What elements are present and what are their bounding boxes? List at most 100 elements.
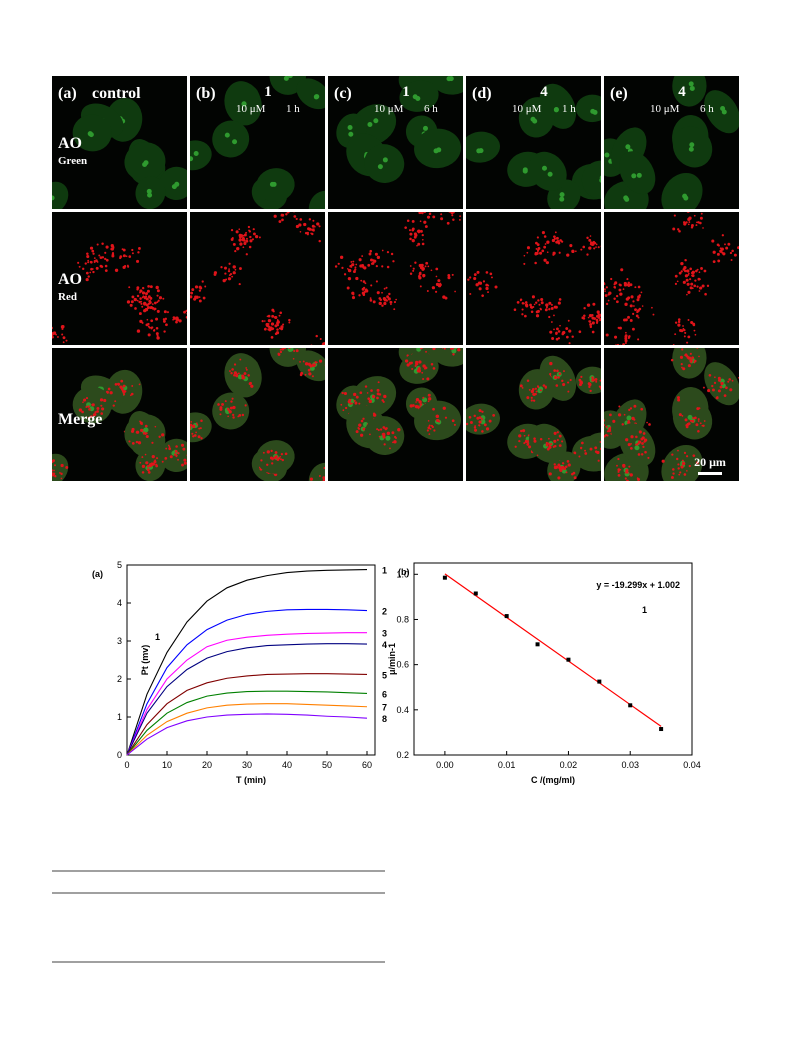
lysosome: [245, 239, 249, 243]
lysosome: [274, 451, 278, 454]
lysosome: [587, 382, 591, 386]
annotation: 1: [642, 605, 647, 615]
lysosome: [550, 303, 553, 306]
data-point: [597, 679, 602, 684]
lysosome: [281, 213, 285, 217]
lysosome: [381, 304, 384, 307]
lysosome: [697, 429, 700, 433]
lysosome: [535, 314, 540, 318]
lysosome: [324, 480, 325, 481]
lysosome: [334, 265, 338, 268]
lysosome: [428, 424, 431, 427]
lysosome: [250, 384, 254, 388]
nucleolus: [52, 201, 53, 203]
lysosome: [625, 438, 629, 442]
lysosome: [366, 392, 369, 394]
lysosome: [139, 297, 142, 300]
lysosome: [723, 394, 727, 397]
lysosome: [87, 275, 90, 278]
lysosome: [490, 276, 493, 279]
lysosome: [41, 330, 43, 332]
lysosome: [139, 421, 143, 425]
lysosome: [693, 214, 696, 217]
lysosome: [141, 456, 144, 459]
lysosome: [588, 313, 593, 318]
lysosome: [271, 314, 275, 318]
lysosome: [428, 433, 431, 436]
lysosome: [698, 290, 701, 292]
lysosome: [459, 215, 462, 218]
lysosome: [588, 238, 592, 242]
equation: y = -19.299x + 1.002: [596, 580, 680, 590]
lysosome: [691, 356, 695, 360]
lysosome: [588, 246, 592, 250]
lysosome: [475, 283, 479, 287]
lysosome: [249, 239, 253, 243]
lysosome: [561, 379, 564, 383]
lysosome: [351, 402, 354, 405]
lysosome: [589, 235, 592, 237]
lysosome: [270, 336, 274, 339]
lysosome: [198, 296, 201, 298]
lysosome: [169, 455, 173, 459]
lysosome: [428, 212, 432, 216]
lysosome: [312, 229, 315, 232]
lysosome: [558, 298, 562, 301]
lysosome: [182, 447, 186, 451]
lysosome: [541, 249, 545, 253]
lysosome: [288, 318, 291, 322]
lysosome: [368, 252, 372, 256]
lysosome: [340, 403, 343, 406]
lysosome: [110, 247, 113, 250]
lysosome: [529, 305, 533, 309]
scale-bar: [698, 472, 722, 475]
lysosome: [636, 298, 640, 302]
lysosome: [593, 247, 596, 250]
lysosome: [483, 423, 487, 427]
lysosome: [604, 288, 606, 291]
lysosome: [128, 255, 132, 258]
lysosome: [689, 286, 693, 290]
lysosome: [100, 412, 103, 415]
lysosome: [622, 343, 625, 345]
lysosome: [737, 246, 739, 250]
lysosome: [661, 459, 665, 463]
lysosome: [293, 350, 296, 353]
lysosome: [571, 472, 574, 476]
line-series: [126, 673, 368, 756]
lysosome: [567, 381, 570, 384]
lysosome: [683, 266, 687, 270]
lysosome: [535, 390, 538, 393]
lysosome: [690, 282, 694, 286]
lysosome: [308, 363, 312, 367]
lysosome: [640, 453, 644, 456]
fit-line: [444, 573, 662, 727]
lysosome: [417, 274, 421, 278]
lysosome: [430, 363, 434, 366]
lysosome: [295, 349, 299, 353]
lysosome: [565, 335, 569, 339]
lysosome: [605, 286, 608, 289]
lysosome: [631, 416, 635, 421]
lysosome: [432, 367, 436, 370]
lysosome: [351, 296, 356, 300]
lysosome: [680, 329, 684, 333]
lysosome: [677, 318, 681, 321]
lysosome: [204, 285, 207, 288]
cells: [52, 97, 187, 209]
lysosome: [360, 419, 364, 423]
lysosome: [676, 280, 679, 283]
lysosome: [530, 396, 533, 399]
lysosome: [120, 379, 124, 383]
lysosome: [725, 386, 728, 390]
lysosome: [545, 306, 548, 309]
nucleolus: [631, 173, 637, 179]
lysosome: [418, 231, 420, 234]
lysosome: [409, 232, 413, 236]
lysosome: [351, 291, 355, 295]
lysosome: [622, 463, 626, 468]
lysosome: [473, 273, 477, 276]
lysosome: [238, 238, 242, 242]
x-tick-label: 0.02: [560, 760, 578, 770]
series-label: 7: [382, 703, 387, 713]
